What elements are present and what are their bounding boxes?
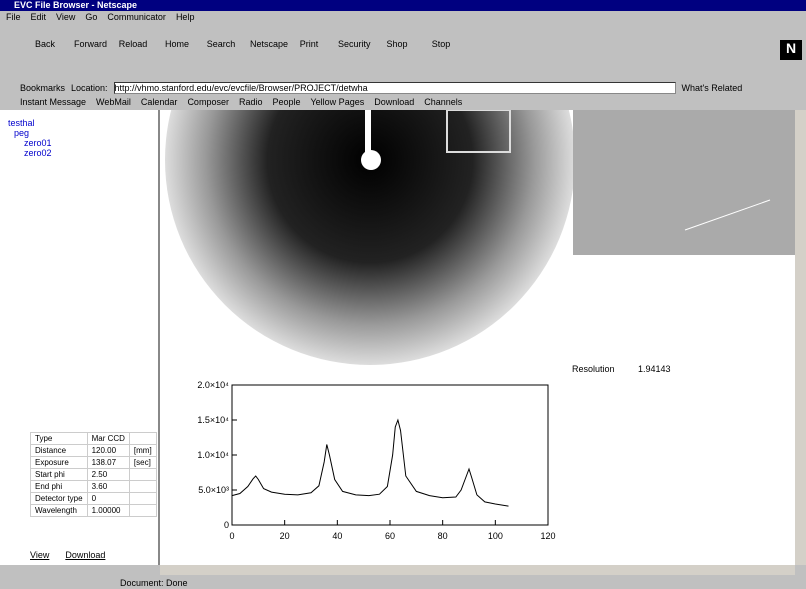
tree-item[interactable]: zero01 (8, 138, 158, 148)
personal-button[interactable]: Instant Message (20, 97, 86, 107)
toolbar-button[interactable]: Back (30, 25, 60, 49)
toolbar-button[interactable]: Forward (74, 25, 104, 49)
info-label: Detector type (31, 493, 88, 505)
url-field[interactable]: http://vhmo.stanford.edu/evc/evcfile/Bro… (114, 82, 676, 94)
link-button[interactable]: Download (65, 550, 105, 560)
x-tick-label: 40 (332, 531, 342, 541)
toolbar: Back Forward Reload Home Search Netscape Print… (30, 24, 456, 50)
personal-button[interactable]: Radio (239, 97, 263, 107)
buttons: View Download (30, 550, 105, 560)
info-value: 1.00000 (87, 505, 129, 517)
info-label: Wavelength (31, 505, 88, 517)
logo: N (780, 40, 802, 60)
info-value: 120.00 (87, 445, 129, 457)
info-value: 0 (87, 493, 129, 505)
x-tick-label: 20 (280, 531, 290, 541)
menu-item[interactable]: View (56, 12, 75, 22)
x-tick-label: 80 (438, 531, 448, 541)
toolbar-button[interactable]: Search (206, 25, 236, 49)
tree-item[interactable]: peg (8, 128, 158, 138)
zoom-image (573, 110, 795, 255)
menu-item[interactable]: Go (85, 12, 97, 22)
resolution-label: Resolution (572, 364, 615, 374)
y-tick-label: 5.0×10³ (198, 485, 229, 495)
menu-item[interactable]: Edit (31, 12, 47, 22)
whats-related[interactable]: What's Related (682, 83, 743, 93)
toolbar-button[interactable]: Print (294, 25, 324, 49)
info-unit (129, 493, 156, 505)
toolbar-button[interactable]: Reload (118, 25, 148, 49)
menu-bar: File Edit View Go Communicator Help (6, 12, 194, 22)
data-line (232, 420, 509, 506)
info-label: End phi (31, 481, 88, 493)
x-tick-label: 120 (540, 531, 555, 541)
content: Resolution 1.94143 0 5.0×10³ 1.0×10⁴ 1.5×10… (160, 110, 795, 565)
toolbar-button[interactable]: Shop (382, 25, 412, 49)
menu-item[interactable]: Communicator (107, 12, 166, 22)
personal-button[interactable]: Composer (187, 97, 229, 107)
info-unit (129, 481, 156, 493)
location-bar: Bookmarks Location: http://vhmo.stanford… (20, 81, 742, 95)
x-tick-label: 100 (488, 531, 503, 541)
info-unit (129, 469, 156, 481)
x-tick-label: 60 (385, 531, 395, 541)
plot-frame (232, 385, 548, 525)
info-unit (129, 433, 156, 445)
tree-item[interactable]: zero02 (8, 148, 158, 158)
title-bar: EVC File Browser - Netscape (0, 0, 806, 11)
x-tick-label: 0 (229, 531, 234, 541)
info-label: Exposure (31, 457, 88, 469)
toolbar-button[interactable]: Home (162, 25, 192, 49)
y-tick-label: 2.0×10⁴ (197, 380, 229, 390)
scrollbar[interactable] (795, 110, 806, 565)
bookmarks[interactable]: Bookmarks (20, 83, 65, 93)
personal-button[interactable]: WebMail (96, 97, 131, 107)
info-unit: [mm] (129, 445, 156, 457)
info-label: Type (31, 433, 88, 445)
info-value: 138.07 (87, 457, 129, 469)
personal-button[interactable]: Channels (424, 97, 462, 107)
info-value: Mar CCD (87, 433, 129, 445)
tree-item[interactable]: testhal (8, 118, 158, 128)
status-bar: Document: Done (120, 578, 188, 588)
link-button[interactable]: View (30, 550, 49, 560)
toolbar-button[interactable]: Stop (426, 25, 456, 49)
menu-item[interactable]: File (6, 12, 21, 22)
menu-item[interactable]: Help (176, 12, 195, 22)
personal-button[interactable]: Calendar (141, 97, 178, 107)
personal-button[interactable]: People (272, 97, 300, 107)
y-tick-label: 0 (224, 520, 229, 530)
y-tick-label: 1.0×10⁴ (197, 450, 229, 460)
info-label: Distance (31, 445, 88, 457)
location-label: Location: (71, 83, 108, 93)
beam-center (361, 150, 381, 170)
info-label: Start phi (31, 469, 88, 481)
y-tick-label: 1.5×10⁴ (197, 415, 229, 425)
h-scrollbar[interactable] (160, 565, 795, 575)
personal-toolbar: Instant Message WebMail Calendar Composer Ra… (20, 96, 462, 108)
personal-button[interactable]: Yellow Pages (311, 97, 365, 107)
info-value: 3.60 (87, 481, 129, 493)
personal-button[interactable]: Download (374, 97, 414, 107)
info-value: 2.50 (87, 469, 129, 481)
browser: EVC File Browser - Netscape File Edit View… (0, 0, 806, 589)
resolution-value: 1.94143 (638, 364, 671, 374)
toolbar-button[interactable]: Netscape (250, 25, 280, 49)
info-unit: [sec] (129, 457, 156, 469)
info-unit (129, 505, 156, 517)
toolbar-button[interactable]: Security (338, 25, 368, 49)
